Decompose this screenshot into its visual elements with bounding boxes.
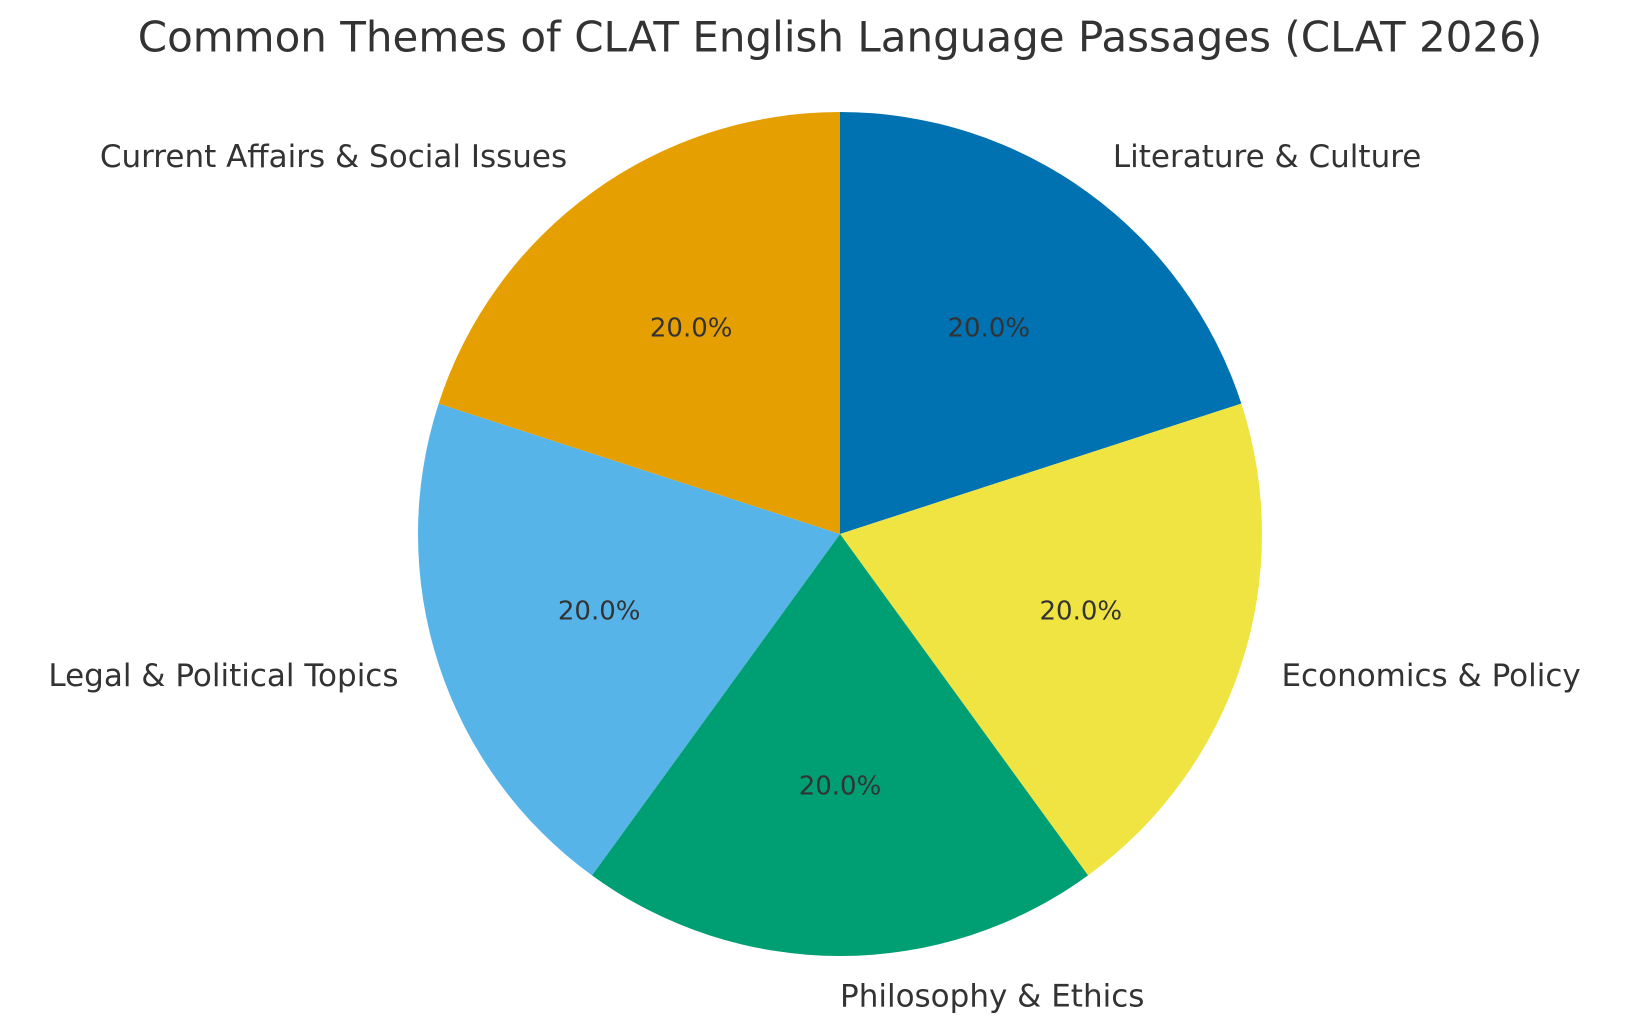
slice-label: Economics & Policy xyxy=(1281,658,1580,694)
slice-label: Literature & Culture xyxy=(1113,139,1422,175)
pie-slice xyxy=(438,112,840,534)
pie-slice xyxy=(418,403,840,876)
slice-label: Philosophy & Ethics xyxy=(840,979,1144,1015)
value-label: 20.0% xyxy=(948,314,1031,344)
value-label: 20.0% xyxy=(558,597,641,627)
pie-slice xyxy=(840,403,1262,876)
value-label: 20.0% xyxy=(799,772,882,802)
pie-slice xyxy=(840,112,1242,534)
slice-label: Legal & Political Topics xyxy=(48,658,398,694)
value-label: 20.0% xyxy=(650,314,733,344)
slice-label: Current Affairs & Social Issues xyxy=(100,139,567,175)
chart-title: Common Themes of CLAT English Language P… xyxy=(138,13,1542,62)
pie-slice xyxy=(591,534,1089,957)
value-label: 20.0% xyxy=(1040,597,1123,627)
